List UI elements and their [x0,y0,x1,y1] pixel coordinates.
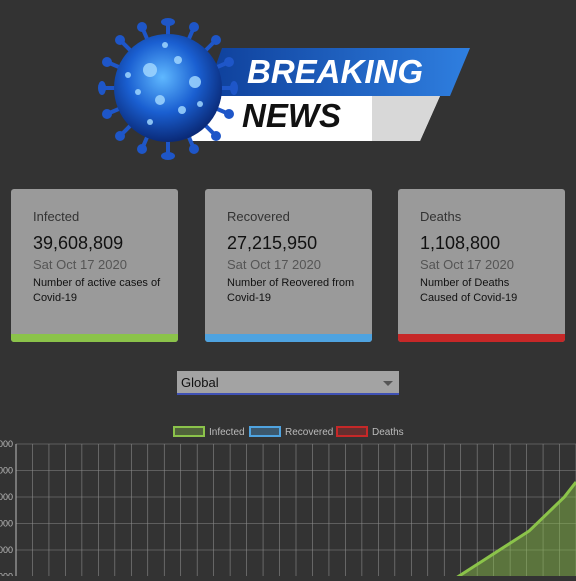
card-accent-bar [205,334,372,342]
card-description: Number of active cases of Covid-19 [33,277,161,304]
y-tick-label: 000 [0,466,13,476]
y-tick-label: 000 [0,519,13,529]
card-description: Number of Deaths Caused of Covid-19 [420,277,518,304]
series-area-infected [412,482,576,581]
series-line-infected [448,481,576,581]
region-select-value: Global [181,375,219,390]
y-tick-label: 000 [0,492,13,502]
card-description: Number of Reovered from Covid-19 [227,277,355,304]
legend-label-infected: Infected [209,427,245,438]
card-date: Sat Oct 17 2020 [33,257,127,272]
stats-cards: Infected 39,608,809 Sat Oct 17 2020 Numb… [0,189,576,344]
breaking-news-banner: BREAKING NEWS [0,0,576,175]
chevron-down-icon[interactable] [383,381,393,386]
region-select[interactable]: Global [177,371,399,395]
card-label: Recovered [227,209,290,224]
legend-label-deaths: Deaths [372,427,404,438]
card-infected: Infected 39,608,809 Sat Oct 17 2020 Numb… [11,189,178,342]
banner-line1: BREAKING [247,53,423,90]
legend-swatch-recovered [249,426,281,437]
card-accent-bar [11,334,178,342]
card-label: Deaths [420,209,462,224]
card-date: Sat Oct 17 2020 [227,257,321,272]
card-accent-bar [398,334,565,342]
card-label: Infected [33,209,80,224]
y-tick-label: 000 [0,545,13,555]
card-count: 39,608,809 [33,233,124,253]
covid-chart: Infected Recovered Deaths 000 000 000 000 000 0… [0,420,576,581]
legend-swatch-deaths [336,426,368,437]
card-recovered: Recovered 27,215,950 Sat Oct 17 2020 Num… [205,189,372,342]
y-tick-label: 000 [0,572,13,577]
card-count: 27,215,950 [227,233,318,253]
legend-swatch-infected [173,426,205,437]
card-deaths: Deaths 1,108,800 Sat Oct 17 2020 Number … [398,189,565,342]
card-date: Sat Oct 17 2020 [420,257,514,272]
legend-label-recovered: Recovered [285,427,333,438]
card-count: 1,108,800 [420,233,501,253]
banner-line2: NEWS [242,97,341,134]
y-tick-label: 000 [0,439,13,449]
coronavirus-icon [98,18,238,160]
